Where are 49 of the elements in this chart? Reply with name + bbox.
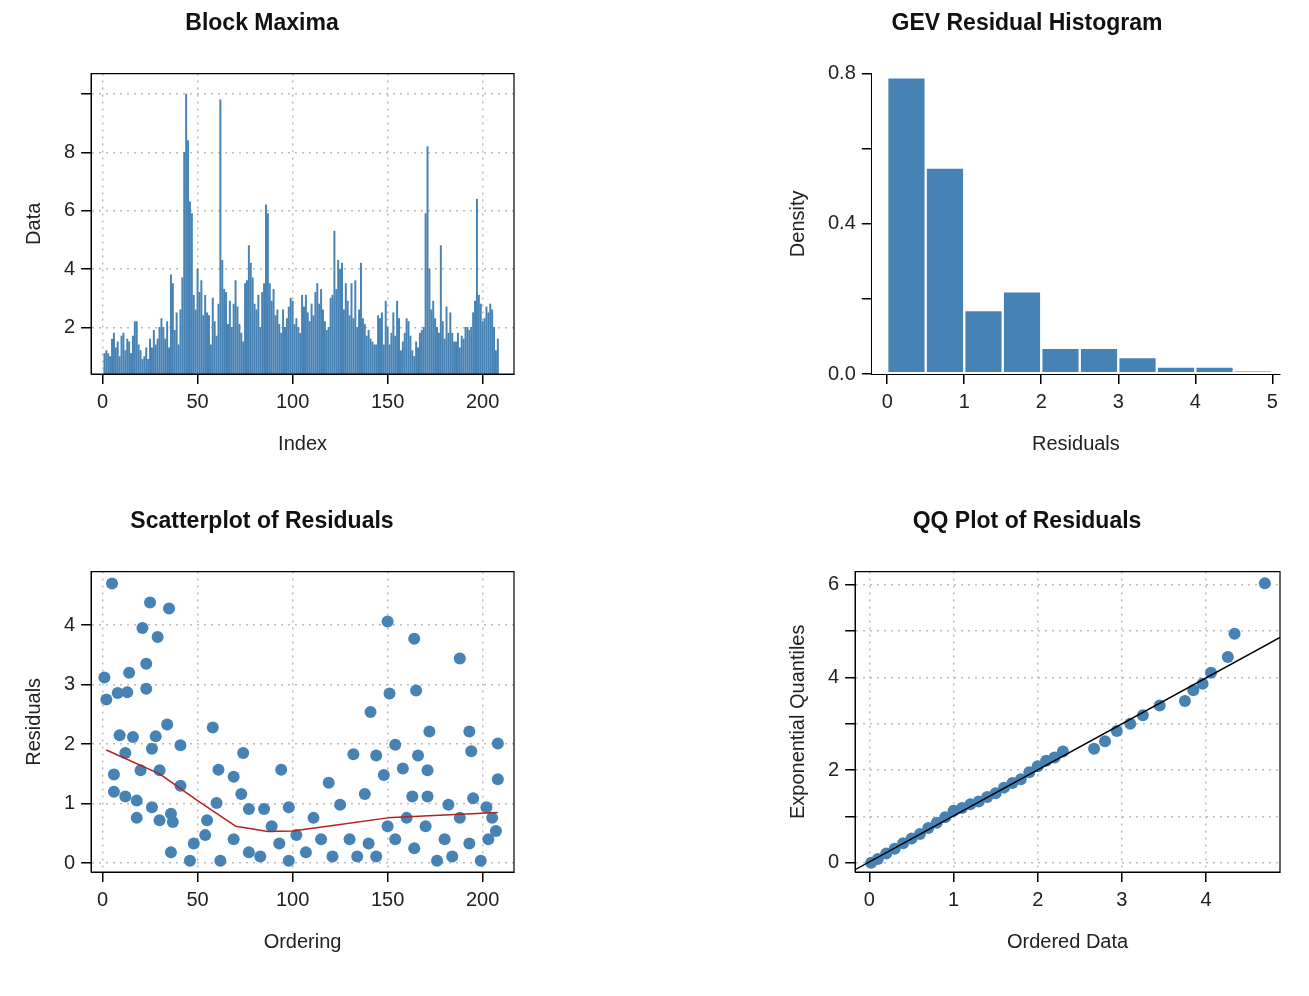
x-tick-label: 2 <box>1035 389 1047 412</box>
x-tick-label: 150 <box>370 887 405 910</box>
y-tick-label: 8 <box>64 139 76 162</box>
y-tick-label: 0 <box>64 850 76 873</box>
x-tick-label: 4 <box>1200 887 1212 910</box>
x-tick-label: 1 <box>958 389 970 412</box>
x-tick-label: 150 <box>370 389 405 412</box>
x-tick-label: 50 <box>186 887 209 910</box>
x-tick-label: 2 <box>1032 887 1044 910</box>
y-tick-label: 2 <box>64 731 76 754</box>
y-tick-label: 0.0 <box>827 361 856 384</box>
x-tick-label: 100 <box>275 887 310 910</box>
x-tick-label: 0 <box>881 389 893 412</box>
y-axis-title: Data <box>21 201 44 245</box>
y-tick-label: 1 <box>64 791 76 814</box>
y-tick-label: 6 <box>828 572 840 595</box>
x-tick-label: 50 <box>186 389 209 412</box>
y-tick-label: 0 <box>828 850 840 873</box>
y-tick-label: 4 <box>828 664 840 687</box>
y-tick-label: 0.8 <box>827 61 856 84</box>
y-tick-label: 4 <box>64 612 76 635</box>
y-tick-label: 2 <box>828 757 840 780</box>
x-tick-label: 5 <box>1266 389 1278 412</box>
x-tick-label: 3 <box>1112 389 1124 412</box>
x-tick-label: 3 <box>1116 887 1128 910</box>
x-tick-label: 0 <box>96 389 109 412</box>
x-tick-label: 1 <box>948 887 960 910</box>
x-tick-label: 100 <box>275 389 310 412</box>
x-tick-label: 0 <box>863 887 875 910</box>
x-tick-label: 200 <box>465 389 500 412</box>
chart-title: QQ Plot of Residuals <box>912 507 1142 534</box>
chart-title: GEV Residual Histogram <box>891 9 1163 36</box>
x-axis-title: Residuals <box>1031 431 1120 454</box>
y-axis-title: Exponential Quantiles <box>785 624 808 820</box>
chart-title: Block Maxima <box>185 9 339 36</box>
y-tick-label: 4 <box>64 256 76 279</box>
y-tick-label: 0.4 <box>827 211 856 234</box>
y-axis-title: Residuals <box>21 677 44 766</box>
x-axis-title: Ordering <box>263 929 342 952</box>
y-tick-label: 2 <box>64 314 76 337</box>
x-tick-label: 0 <box>96 887 109 910</box>
y-tick-label: 6 <box>64 198 76 221</box>
chart-title: Scatterplot of Residuals <box>130 507 394 534</box>
x-tick-label: 200 <box>465 887 500 910</box>
y-axis-title: Density <box>785 190 808 258</box>
x-tick-label: 4 <box>1189 389 1201 412</box>
x-axis-title: Index <box>278 431 328 454</box>
x-axis-title: Ordered Data <box>1006 929 1130 952</box>
y-tick-label: 3 <box>64 672 76 695</box>
